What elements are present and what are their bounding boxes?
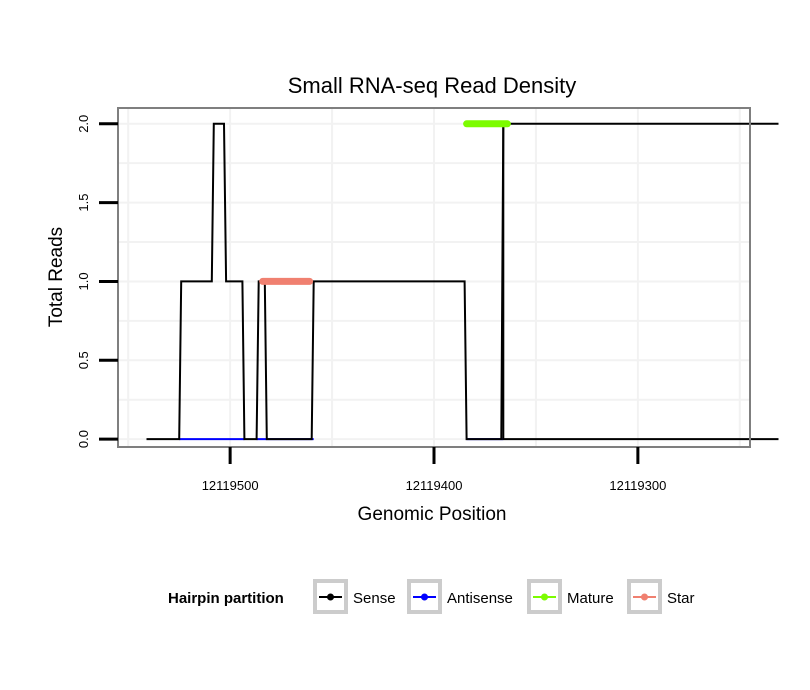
x-tick-label: 12119400 (406, 478, 463, 493)
y-tick-label: 0.0 (76, 430, 91, 448)
y-tick-label: 2.0 (76, 115, 91, 133)
x-tick-label: 12119300 (609, 478, 666, 493)
x-axis: 12119500 12119400 12119300 (202, 447, 666, 493)
y-axis-title: Total Reads (46, 227, 67, 327)
y-tick-label: 0.5 (76, 351, 91, 369)
plot-panel (117, 107, 779, 448)
legend-label-sense: Sense (353, 590, 396, 607)
legend-label-mature: Mature (567, 590, 614, 607)
x-tick-label: 12119500 (202, 478, 259, 493)
chart-title: Small RNA-seq Read Density (288, 73, 577, 98)
legend-label-antisense: Antisense (447, 590, 513, 607)
series-layer (146, 120, 779, 441)
legend-key-point (641, 593, 648, 601)
legend: Hairpin partition Sense Antisense Mature St… (168, 579, 695, 614)
legend-label-star: Star (667, 590, 695, 607)
legend-title: Hairpin partition (168, 590, 284, 607)
legend-key-point (541, 593, 548, 601)
y-axis: 0.0 0.5 1.0 1.5 2.0 (76, 115, 118, 448)
y-tick-label: 1.0 (76, 272, 91, 290)
x-axis-title: Genomic Position (358, 504, 507, 525)
legend-key-point (421, 593, 428, 601)
series-line-sense (502, 123, 779, 441)
y-tick-label: 1.5 (76, 194, 91, 212)
legend-key-point (327, 593, 334, 601)
series-line-sense (146, 122, 779, 441)
